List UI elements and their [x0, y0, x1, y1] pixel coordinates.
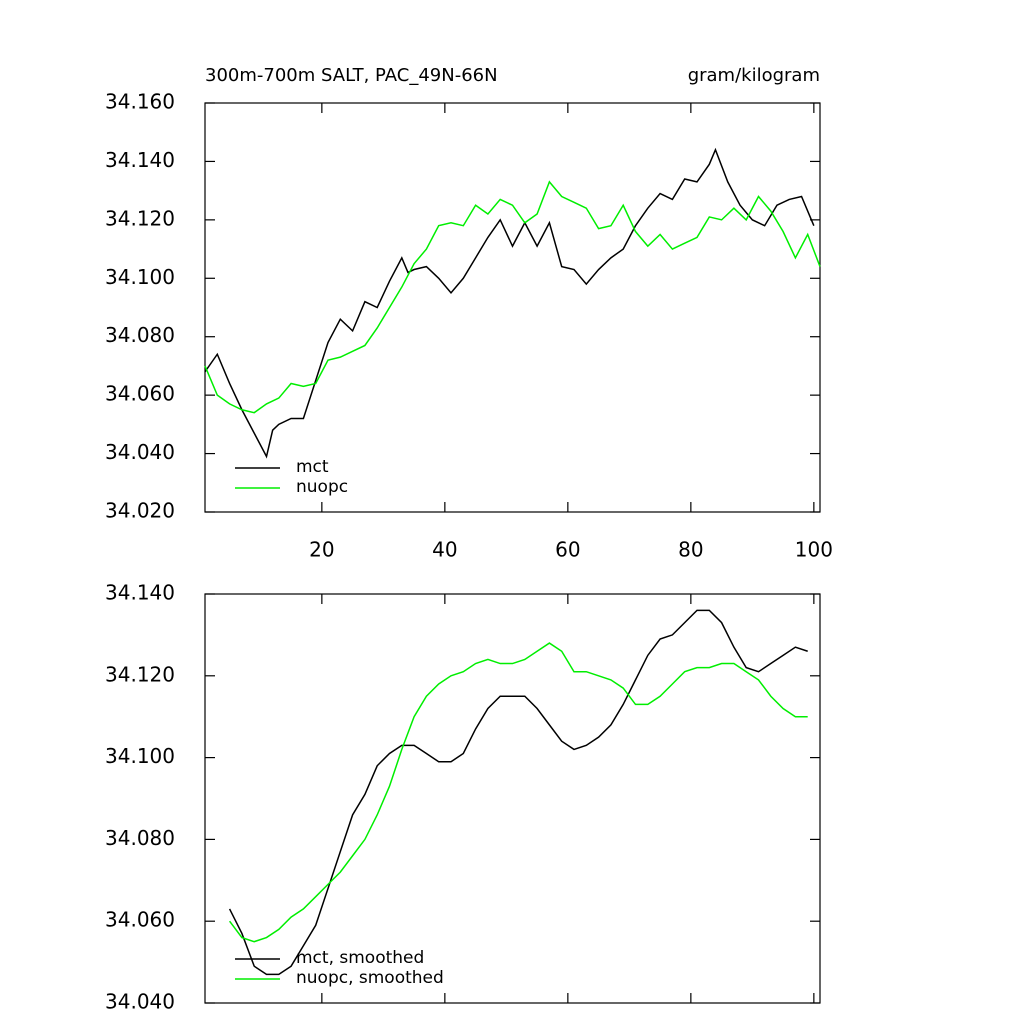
x-tick-label: 40 [432, 538, 457, 562]
legend-label: nuopc, smoothed [296, 968, 444, 988]
legend-label: mct [296, 457, 329, 477]
y-tick-label: 34.060 [105, 382, 175, 406]
y-tick-label: 34.160 [105, 90, 175, 114]
x-tick-label: 80 [678, 538, 703, 562]
data-line [229, 642, 808, 943]
data-line [204, 180, 821, 414]
chart-title: 300m-700m SALT, PAC_49N-66N [205, 65, 498, 86]
x-tick-label: 20 [309, 538, 334, 562]
plot-frame [204, 593, 821, 1004]
x-tick-label: 60 [555, 538, 580, 562]
y-tick-label: 34.080 [105, 323, 175, 347]
data-line [204, 147, 815, 459]
legend-label: mct, smoothed [296, 948, 424, 968]
y-tick-label: 34.020 [105, 499, 175, 523]
plot-frame [204, 102, 821, 513]
y-tick-label: 34.140 [105, 148, 175, 172]
y-tick-label: 34.120 [105, 206, 175, 230]
y-tick-label: 34.120 [105, 662, 175, 686]
data-line [228, 609, 808, 976]
y-tick-label: 34.060 [105, 908, 175, 932]
y-tick-label: 34.100 [105, 265, 175, 289]
y-tick-label: 34.140 [105, 581, 175, 605]
y-tick-label: 34.040 [105, 990, 175, 1014]
legend-label: nuopc [296, 477, 348, 497]
y-tick-label: 34.100 [105, 744, 175, 768]
units-label: gram/kilogram [688, 65, 820, 86]
x-tick-label: 100 [795, 538, 833, 562]
y-tick-label: 34.080 [105, 826, 175, 850]
y-tick-label: 34.040 [105, 440, 175, 464]
